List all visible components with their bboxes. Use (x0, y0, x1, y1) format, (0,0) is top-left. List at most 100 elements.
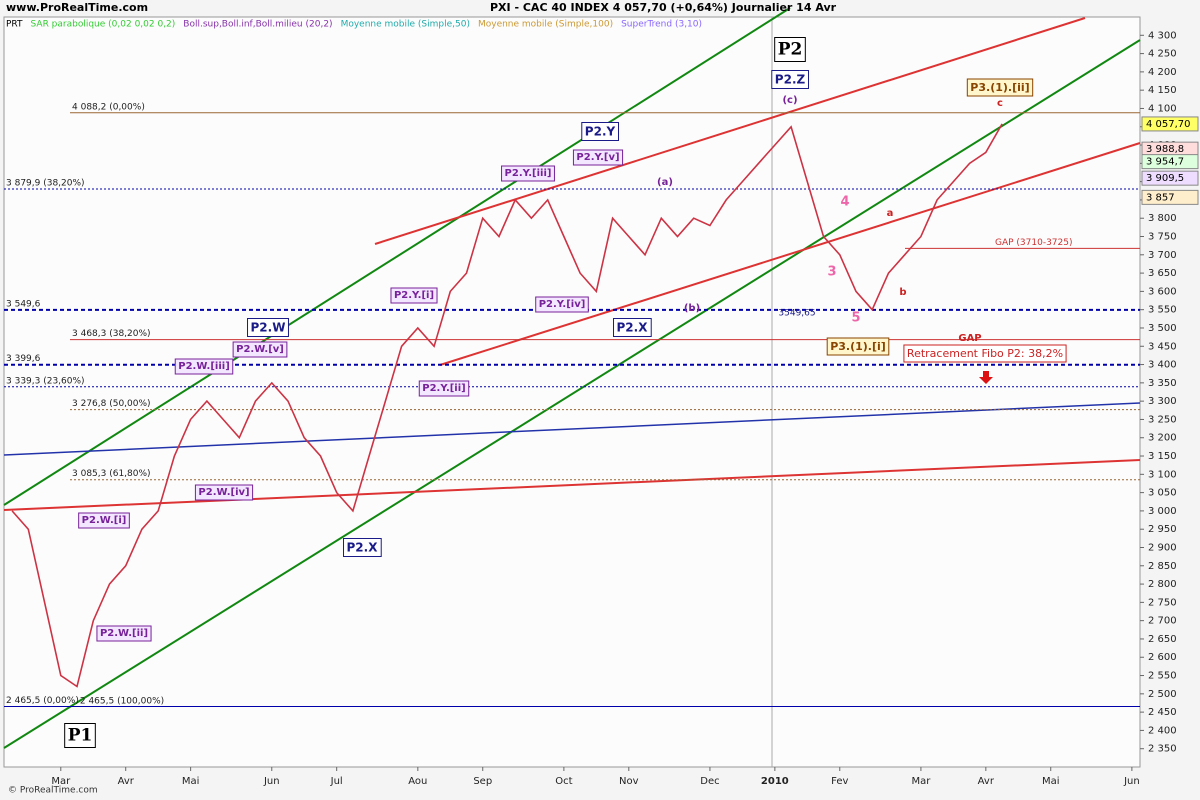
y-tick-label: 3 500 (1148, 323, 1177, 334)
annotation-box (232, 341, 288, 358)
trend-line (3, 402, 1141, 456)
channel-line (3, 39, 1141, 749)
legend-entry: Moyenne mobile (Simple,100) (478, 20, 613, 30)
annotation-label: P2.Y.[iv] (539, 299, 586, 310)
x-tick-label: Mai (1042, 776, 1060, 787)
annotation-box (774, 37, 806, 62)
annotation-box (194, 484, 254, 501)
annotation-label: (a) (657, 177, 673, 188)
annotation-label: P1 (68, 726, 93, 746)
x-tick-label: Oct (555, 776, 572, 787)
annotation: a (887, 208, 894, 219)
annotation-label: P2.W.[i] (82, 515, 127, 526)
annotation: P2.W.[iii] (174, 358, 234, 375)
annotation-label: (b) (684, 303, 700, 314)
annotation-label: Retracement Fibo P2: 38,2% (907, 347, 1063, 360)
x-tick-label: Jun (263, 776, 280, 787)
plot-area (3, 16, 1141, 768)
annotation-label: P2.W (251, 321, 286, 335)
annotation-label: P2.Y (585, 125, 616, 139)
y-tick-label: 2 600 (1148, 652, 1177, 663)
y-tick-label: 2 750 (1148, 597, 1177, 608)
price-tag-box (1141, 154, 1199, 170)
annotation: c (997, 98, 1003, 109)
y-tick-label: 3 650 (1148, 268, 1177, 279)
price-tag-box (1141, 189, 1199, 205)
annotation: (a) (657, 177, 673, 188)
y-tick-label: 4 250 (1148, 49, 1177, 60)
y-tick-label: 2 500 (1148, 689, 1177, 700)
annotation-box (903, 344, 1067, 363)
level-label: 3 276,8 (50,00%) (72, 399, 151, 409)
annotation-label: P2.Y.[i] (394, 290, 434, 301)
annotation: 2 465,5 (100,00%) (80, 697, 164, 707)
price-line (11, 123, 1003, 688)
y-tick-label: 2 700 (1148, 616, 1177, 627)
y-tick-label: 3 750 (1148, 232, 1177, 243)
annotation-label: P3.(1).[i] (830, 340, 886, 353)
annotation: P3.(1).[ii] (966, 78, 1034, 97)
x-tick-label: Mai (182, 776, 200, 787)
y-tick-label: 4 100 (1148, 103, 1177, 114)
annotation-label: P2.W.[ii] (100, 628, 148, 639)
annotation-label: 4 (840, 195, 849, 210)
x-tick-label: Dec (700, 776, 719, 787)
annotation: P2.Y.[i] (390, 287, 438, 304)
annotation: 3549,65 (778, 309, 815, 319)
y-tick-label: 2 400 (1148, 725, 1177, 736)
level-label: 3 549,6 (6, 299, 41, 309)
annotation: P2.W.[ii] (96, 625, 152, 642)
annotation-label: 5 (851, 311, 860, 326)
annotation: Retracement Fibo P2: 38,2% (903, 344, 1067, 363)
annotation: P2.W (247, 318, 289, 337)
annotation: P2.Z (771, 70, 809, 89)
annotation: P2.W.[iv] (194, 484, 254, 501)
annotation-label: P2.Y.[iii] (505, 168, 552, 179)
y-tick-label: 4 300 (1148, 30, 1177, 41)
y-tick-label: 3 050 (1148, 488, 1177, 499)
annotation-label: P2.X (347, 541, 379, 555)
annotation: 3 (827, 265, 836, 280)
price-tag-label: 3 857 (1146, 192, 1175, 203)
y-tick-label: 3 450 (1148, 341, 1177, 352)
annotation: P2.Y.[v] (572, 149, 624, 166)
x-tick-label: Aou (408, 776, 427, 787)
price-tag-label: 3 954,7 (1146, 157, 1184, 168)
x-tick-label: Jul (330, 776, 343, 787)
x-tick-label: Fev (831, 776, 848, 787)
y-tick-label: 2 550 (1148, 671, 1177, 682)
annotation-label: b (899, 287, 906, 298)
y-tick-label: 2 800 (1148, 579, 1177, 590)
channel-line (3, 7, 791, 506)
annotation-box (64, 723, 96, 748)
annotation-box (581, 122, 619, 141)
annotation-label: P2.W.[iv] (198, 487, 249, 498)
annotation-box (501, 165, 555, 182)
annotation-box (96, 625, 152, 642)
x-tick-label: Nov (619, 776, 639, 787)
level-label: 3 399,6 (6, 354, 41, 364)
annotation: (b) (684, 303, 700, 314)
x-tick-label: Avr (118, 776, 135, 787)
annotation-box (826, 337, 890, 356)
annotation-label: P2.X (617, 321, 649, 335)
trend-line (439, 142, 1141, 366)
annotation: GAP (958, 333, 981, 344)
annotation-box (247, 318, 289, 337)
annotation: P2.X (343, 538, 382, 557)
y-tick-label: 3 100 (1148, 469, 1177, 480)
annotation-label: P2.W.[v] (236, 344, 284, 355)
annotation: b (899, 287, 906, 298)
annotation: P2.Y.[ii] (418, 380, 470, 397)
annotation-label: GAP (958, 333, 981, 344)
annotation: P2.W.[i] (78, 512, 130, 529)
annotation: P2.Y.[iv] (535, 296, 589, 313)
annotation-label: c (997, 98, 1003, 109)
level-label: 3 085,3 (61,80%) (72, 469, 151, 479)
annotation: P1 (64, 723, 96, 748)
chart-title: PXI - CAC 40 INDEX 4 057,70 (+0,64%) Jou… (490, 1, 837, 14)
x-tick-label: 2010 (761, 776, 789, 787)
price-tag-box (1141, 170, 1199, 186)
annotation-label: P2.Z (775, 73, 806, 87)
annotation-box (174, 358, 234, 375)
